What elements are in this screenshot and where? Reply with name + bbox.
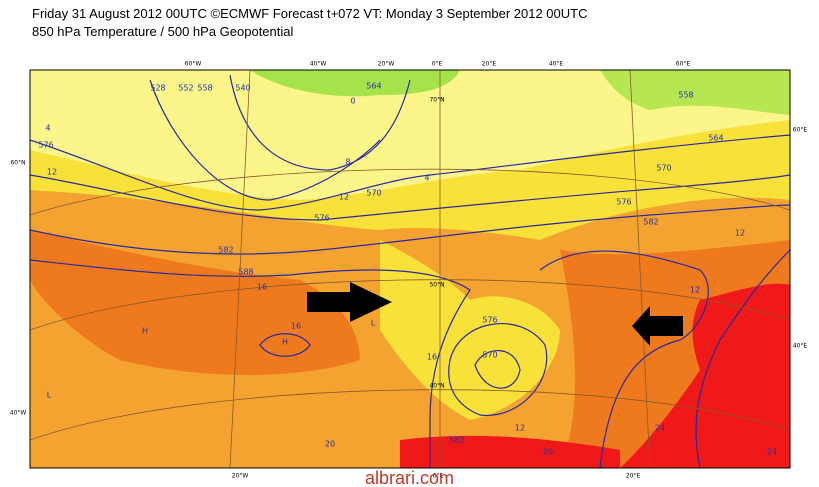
- contour-label: 558: [197, 84, 212, 93]
- map-fields: [30, 70, 790, 468]
- grid-label: 60°E: [676, 61, 691, 68]
- contour-label: 24: [767, 448, 777, 457]
- grid-label: 20°W: [378, 61, 395, 68]
- grid-label: 50°N: [429, 282, 444, 289]
- contour-label: 528: [150, 84, 165, 93]
- contour-label: 582: [218, 246, 233, 255]
- contour-label: 576: [616, 198, 631, 207]
- contour-label: 576: [314, 214, 329, 223]
- contour-label: 582: [449, 436, 464, 445]
- field-green-east: [600, 70, 790, 115]
- field-dark-orange: [30, 230, 360, 375]
- field-red-south: [400, 435, 620, 468]
- contour-label: 12: [690, 286, 700, 295]
- grid-label: 40°N: [429, 383, 444, 390]
- contour-label: 24: [655, 424, 665, 433]
- grid-label: 40°W: [10, 410, 27, 417]
- grid-label: 70°N: [429, 97, 444, 104]
- contour-label: 558: [678, 91, 693, 100]
- pressure-label: L: [371, 319, 376, 328]
- contour-label: 552: [178, 84, 193, 93]
- map-frame: [29, 69, 791, 469]
- grid-label: 0°E: [432, 61, 443, 68]
- grid-label: 40°W: [310, 61, 327, 68]
- contour-label: 588: [238, 268, 253, 277]
- contour-label: 20: [325, 440, 335, 449]
- contour-label: 20: [543, 448, 553, 457]
- contour-label: 12: [47, 168, 57, 177]
- pressure-label: L: [47, 391, 52, 400]
- watermark: albrari.com: [364, 468, 455, 487]
- subtitle: 850 hPa Temperature / 500 hPa Geopotenti…: [32, 24, 294, 39]
- contour-label: 16: [257, 283, 267, 292]
- contour-label: 570: [656, 164, 671, 173]
- grid-label: 60°W: [185, 61, 202, 68]
- grid-label: 20°E: [482, 61, 497, 68]
- contour-label: 570: [482, 351, 497, 360]
- contour-label: 12: [515, 424, 525, 433]
- pressure-label: H: [282, 338, 288, 347]
- contour-label: 12: [735, 229, 745, 238]
- arrow-east: [307, 282, 392, 322]
- contour-label: 16: [291, 322, 301, 331]
- contour-label: 16: [427, 353, 437, 362]
- contour-label: 582: [643, 218, 658, 227]
- contour-label: 8: [345, 158, 350, 167]
- pressure-label: H: [142, 327, 148, 336]
- grid-label: 60°E: [793, 127, 808, 134]
- field-light-yellow: [30, 70, 790, 200]
- grid-label: 20°E: [626, 473, 641, 480]
- graticule: [30, 70, 790, 468]
- grid-label: 20°W: [232, 473, 249, 480]
- contour-label: 576: [38, 141, 53, 150]
- grid-label: 0°E: [433, 473, 444, 480]
- field-yellow-south: [380, 240, 560, 420]
- contour-label: 540: [235, 84, 250, 93]
- contour-label: 4: [424, 174, 429, 183]
- grid-label: 60°N: [10, 160, 25, 167]
- contour-label: 4: [45, 124, 50, 133]
- contour-label: 576: [482, 316, 497, 325]
- grid-label: 40°E: [549, 61, 564, 68]
- contour-label: 12: [339, 193, 349, 202]
- contour-label: 564: [708, 134, 723, 143]
- grid-label: 40°E: [793, 343, 808, 350]
- title: Friday 31 August 2012 00UTC ©ECMWF Forec…: [32, 6, 588, 21]
- contour-label: 570: [366, 189, 381, 198]
- contour-label: 0: [350, 97, 355, 106]
- arrow-west: [632, 306, 683, 346]
- contours: [30, 74, 790, 468]
- contour-label: 564: [366, 82, 381, 91]
